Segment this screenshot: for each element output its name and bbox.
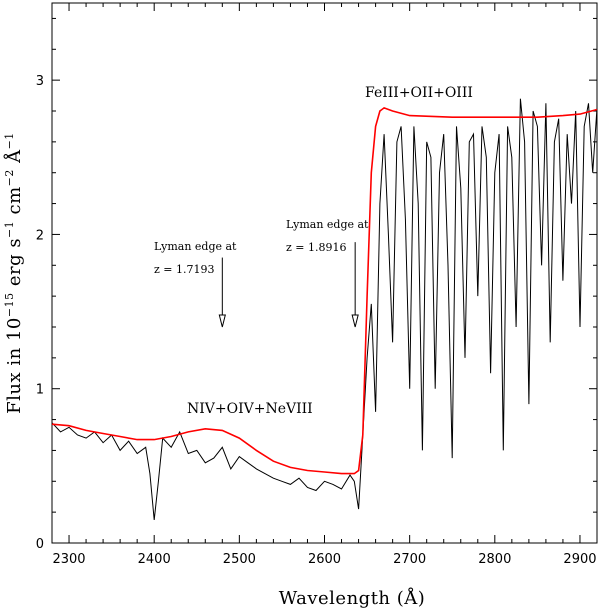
annotation-lyman-edge-1-line1: Lyman edge at bbox=[154, 240, 237, 253]
x-tick-label-2500: 2500 bbox=[223, 552, 256, 567]
annotation-lyman-edge-2-line2: z = 1.8916 bbox=[286, 241, 347, 254]
x-tick-label-2400: 2400 bbox=[138, 552, 171, 567]
annotation-lyman-edge-1-line2: z = 1.7193 bbox=[154, 263, 215, 276]
spectrum-line bbox=[51, 98, 598, 520]
x-tick-label-2900: 2900 bbox=[563, 552, 596, 567]
axis-ticks: 2300 2400 2500 2600 2700 2800 2900 0 1 2 3 bbox=[36, 3, 598, 567]
x-tick-label-2800: 2800 bbox=[478, 552, 511, 567]
lyman-edge-arrow-1-head bbox=[218, 314, 226, 328]
plot-frame bbox=[51, 2, 598, 544]
y-tick-label-0: 0 bbox=[36, 537, 44, 552]
annotation-lyman-edge-2-line1: Lyman edge at bbox=[286, 218, 369, 231]
arrows-group bbox=[218, 242, 359, 328]
annotation-feiii-oii-oiii: FeIII+OII+OIII bbox=[365, 85, 473, 101]
lyman-edge-arrow-2-head bbox=[351, 314, 359, 328]
series-group bbox=[51, 98, 598, 520]
model-fit-line bbox=[51, 107, 598, 475]
x-axis-title: Wavelength (Å) bbox=[279, 587, 426, 609]
annotation-niv-oiv-neviii: NIV+OIV+NeVIII bbox=[187, 401, 313, 417]
y-tick-label-2: 2 bbox=[36, 228, 44, 243]
y-axis-title: Flux in 10−15 erg s−1 cm−2 Å−1 bbox=[3, 132, 25, 414]
x-tick-label-2700: 2700 bbox=[393, 552, 426, 567]
y-tick-label-3: 3 bbox=[36, 74, 44, 89]
x-tick-label-2600: 2600 bbox=[308, 552, 341, 567]
x-tick-label-2300: 2300 bbox=[52, 552, 85, 567]
y-tick-label-1: 1 bbox=[36, 383, 44, 398]
